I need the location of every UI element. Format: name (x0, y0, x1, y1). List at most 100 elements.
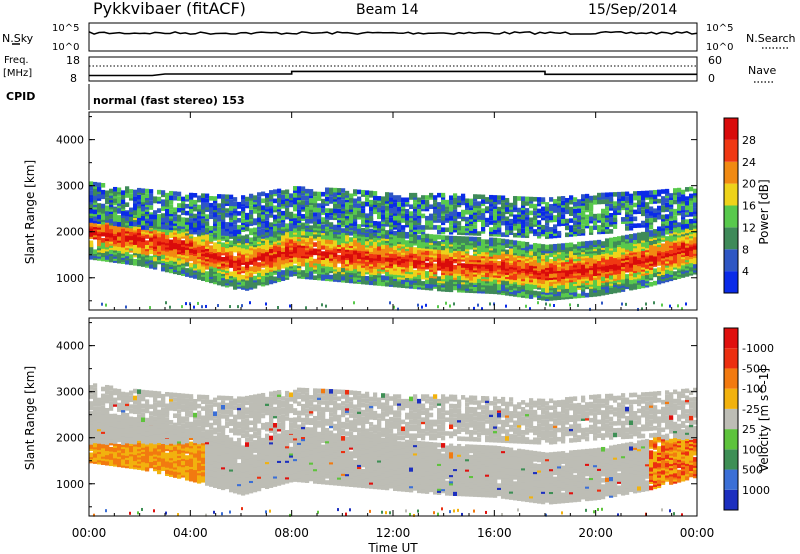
power-cell (137, 210, 142, 216)
power-cell (497, 211, 502, 217)
power-cell (377, 223, 382, 229)
power-cell (577, 219, 582, 225)
power-cell (413, 213, 418, 219)
power-cell (293, 188, 298, 193)
power-cell (493, 199, 498, 205)
power-cell (333, 224, 338, 230)
power-cell (141, 197, 146, 203)
power-cell (417, 235, 422, 240)
power-cell (473, 208, 478, 213)
power-cell (141, 202, 146, 207)
power-cell (249, 219, 254, 224)
power-cell (673, 236, 678, 241)
power-cell (469, 244, 474, 250)
power-cell (389, 192, 394, 198)
power-cell (513, 219, 518, 224)
power-cell (349, 198, 354, 203)
power-cell (673, 271, 678, 276)
power-cell (341, 213, 346, 219)
power-cell (497, 232, 502, 237)
power-cell (257, 222, 262, 227)
power-cell (625, 302, 627, 306)
power-cell (357, 210, 362, 215)
power-cell (141, 211, 146, 217)
power-cell (273, 219, 278, 224)
power-cell (289, 193, 294, 198)
power-cell (413, 284, 418, 290)
power-cell (565, 288, 570, 294)
power-cell (637, 242, 642, 248)
power-cell (669, 213, 674, 219)
power-cell (553, 205, 558, 211)
power-cell (457, 225, 462, 231)
power-cell (385, 208, 390, 213)
power-cell (645, 231, 650, 236)
power-cell (141, 190, 146, 196)
power-cell (365, 220, 370, 225)
power-cell (513, 202, 518, 208)
power-cell (401, 248, 406, 253)
power-cell (449, 195, 454, 201)
power-cell (645, 195, 650, 200)
power-cell (249, 205, 254, 210)
power-cell (525, 233, 530, 239)
power-cell (217, 217, 222, 222)
power-cell (409, 222, 414, 228)
power-cell (149, 221, 154, 226)
power-cell (661, 219, 666, 224)
power-cell (105, 213, 110, 219)
power-cell (181, 305, 183, 309)
power-cell (181, 219, 186, 225)
power-cell (677, 257, 682, 263)
power-cell (557, 198, 562, 204)
power-cell (613, 219, 618, 225)
power-cell (93, 222, 98, 228)
power-cell (661, 303, 663, 307)
power-cell (389, 217, 394, 223)
power-cell (153, 260, 158, 266)
power-cell (257, 224, 262, 230)
power-cell (477, 249, 482, 255)
power-cell (489, 231, 494, 237)
power-cell (141, 199, 146, 205)
power-cell (277, 246, 282, 251)
power-cell (661, 216, 666, 222)
power-cell (449, 235, 454, 241)
power-cell (597, 227, 602, 232)
power-cell (569, 250, 574, 256)
power-cell (585, 198, 590, 204)
power-cell (309, 205, 314, 210)
power-cell (317, 236, 322, 241)
power-cell (533, 217, 538, 223)
power-cell (141, 220, 146, 226)
power-cell (529, 196, 534, 202)
power-cell (369, 216, 374, 221)
power-cell (429, 195, 434, 200)
power-cell (565, 204, 570, 210)
power-cell (521, 264, 526, 269)
power-cell (537, 197, 542, 202)
power-cell (537, 210, 542, 216)
power-cell (497, 225, 502, 230)
power-cell (101, 238, 106, 243)
power-cell (129, 254, 134, 259)
power-cell (293, 186, 298, 191)
power-cell (477, 210, 482, 216)
power-cell (561, 200, 566, 206)
power-cell (257, 196, 262, 202)
power-cell (209, 225, 214, 231)
noise-right-tick-top: 10^5 (706, 23, 733, 34)
power-cell (581, 241, 586, 247)
power-cell (641, 209, 646, 214)
power-cell (473, 196, 478, 202)
power-cell (545, 209, 550, 214)
power-cell (297, 216, 302, 221)
power-cell (665, 273, 670, 279)
power-cell (573, 220, 578, 225)
power-cell (405, 202, 410, 207)
power-cell (269, 206, 274, 211)
power-cell (169, 197, 174, 203)
power-cell (253, 227, 258, 233)
power-cell (589, 230, 594, 235)
power-cell (181, 217, 186, 222)
